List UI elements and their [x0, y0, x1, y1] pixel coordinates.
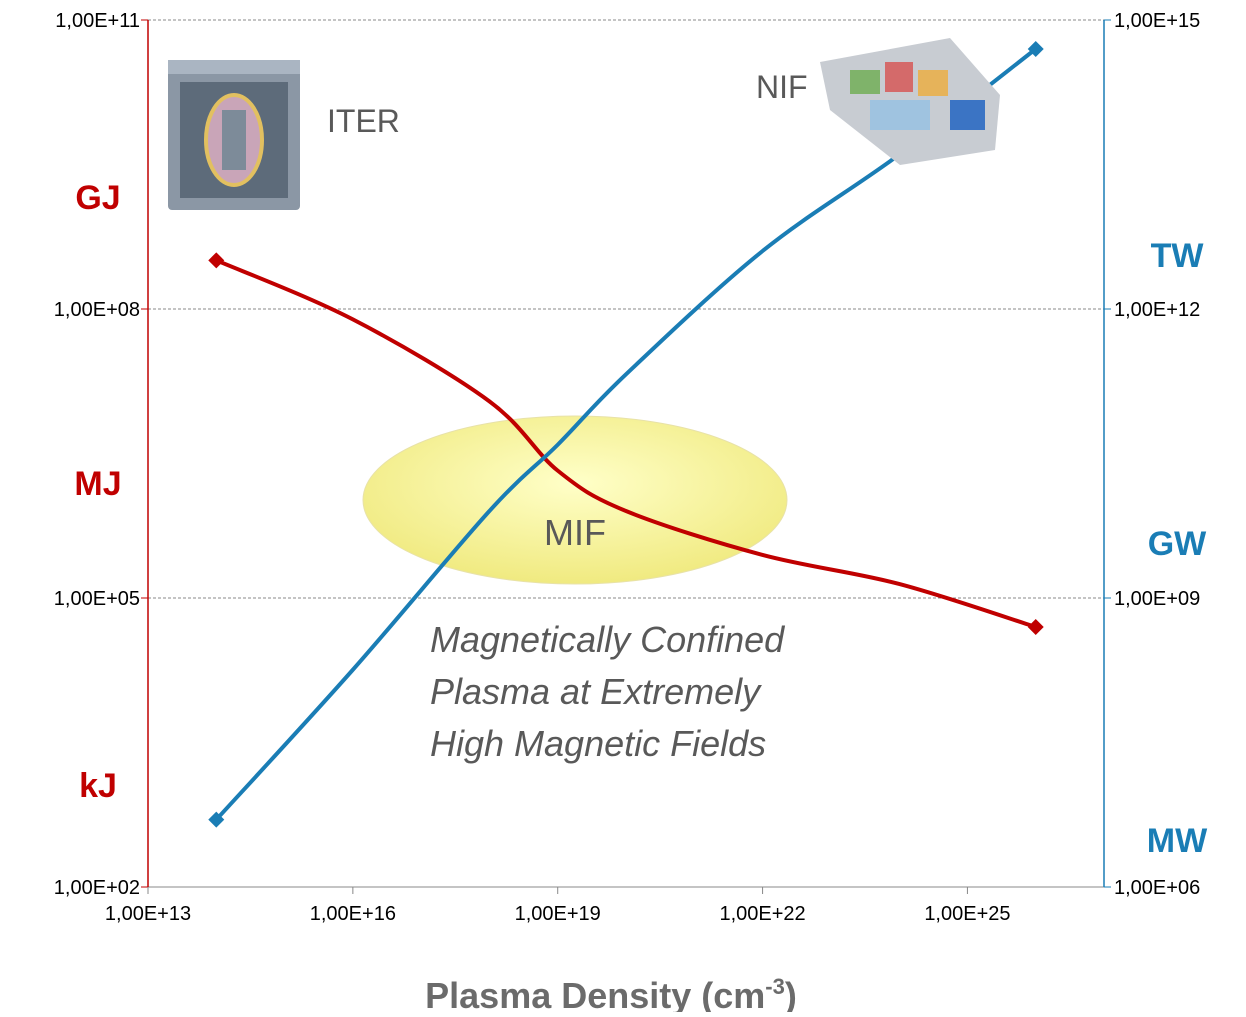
y2-tick-label: 1,00E+15: [1114, 10, 1200, 32]
x-axis-label: Plasma Density (cm-3): [425, 974, 797, 1012]
note-line: Plasma at Extremely: [430, 671, 762, 712]
y2-tick-label: 1,00E+06: [1114, 877, 1200, 899]
x-tick-label: 1,00E+25: [924, 903, 1010, 925]
left-unit-label: kJ: [79, 767, 117, 805]
note-line: Magnetically Confined: [430, 619, 785, 660]
x-tick-label: 1,00E+13: [105, 903, 191, 925]
y-tick-label: 1,00E+02: [54, 877, 140, 899]
left-unit-label: MJ: [74, 465, 121, 503]
nif-image: [820, 38, 1000, 165]
grid: 1,00E+02 1,00E+05 1,00E+08 1,00E+11 1,00E+06…: [54, 10, 1208, 925]
nif-label: NIF: [756, 69, 808, 105]
marker: [208, 252, 225, 269]
x-axis-label-main: Plasma Density (cm: [425, 975, 765, 1012]
x-axis-label-sup: -3: [765, 974, 785, 999]
y2-tick-label: 1,00E+12: [1114, 299, 1200, 321]
y2-tick-label: 1,00E+09: [1114, 588, 1200, 610]
marker: [208, 811, 225, 828]
x-tick-label: 1,00E+19: [515, 903, 601, 925]
x-tick-label: 1,00E+22: [719, 903, 805, 925]
right-unit-label: GW: [1148, 525, 1207, 563]
marker: [1027, 40, 1044, 57]
marker: [1027, 618, 1044, 635]
right-unit-label: MW: [1147, 822, 1208, 860]
note-line: High Magnetic Fields: [430, 723, 766, 764]
y-tick-label: 1,00E+08: [54, 299, 140, 321]
left-unit-label: GJ: [75, 179, 120, 217]
x-tick-label: 1,00E+16: [310, 903, 396, 925]
y-tick-label: 1,00E+05: [54, 588, 140, 610]
iter-image: [168, 60, 300, 210]
iter-label: ITER: [327, 103, 400, 139]
series-line: [215, 258, 1037, 629]
note: Magnetically Confined Plasma at Extremel…: [430, 619, 785, 764]
mif-label: MIF: [544, 512, 606, 553]
x-axis-label-end: ): [785, 975, 797, 1012]
y-tick-label: 1,00E+11: [55, 10, 140, 32]
right-unit-label: TW: [1151, 237, 1205, 275]
mif-region: [362, 415, 788, 585]
